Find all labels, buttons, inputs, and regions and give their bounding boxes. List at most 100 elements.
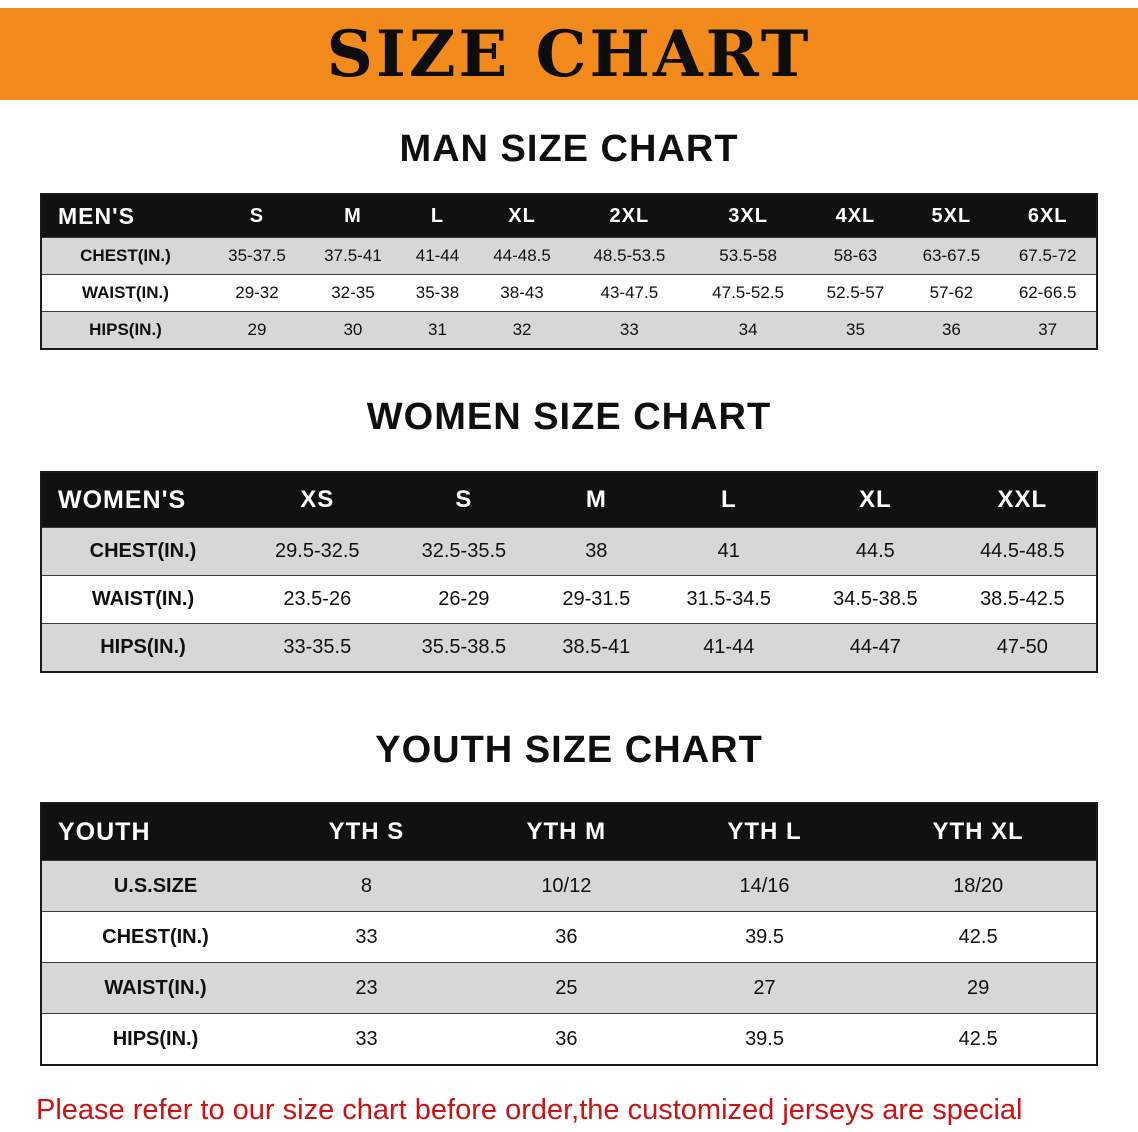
size-cell: 18/20 <box>860 860 1097 912</box>
size-cell: 23 <box>269 962 464 1014</box>
banner: SIZE CHART <box>0 8 1138 100</box>
size-cell: 53.5-58 <box>688 237 808 275</box>
size-cell: 32-35 <box>304 274 401 312</box>
table-corner-label: WOMEN'S <box>41 472 244 528</box>
footer-line-1: Please refer to our size chart before or… <box>36 1094 1023 1126</box>
size-cell: 35-38 <box>400 274 475 312</box>
women-size-table: WOMEN'S XS S M L XL XXL CHEST(IN.) 29.5-32.5 32.5… <box>40 471 1098 673</box>
size-cell: 44-48.5 <box>474 237 570 275</box>
size-cell: 30 <box>304 311 401 349</box>
row-label: WAIST(IN.) <box>41 575 244 624</box>
row-label: CHEST(IN.) <box>41 237 209 275</box>
column-header: 6XL <box>999 194 1097 238</box>
size-cell: 44.5 <box>802 527 949 576</box>
table-row: CHEST(IN.) 29.5-32.5 32.5-35.5 38 41 44.5 44.5… <box>41 527 1097 576</box>
size-cell: 67.5-72 <box>999 237 1097 275</box>
table-row: CHEST(IN.) 33 36 39.5 42.5 <box>41 911 1097 963</box>
size-cell: 25 <box>463 962 669 1014</box>
size-cell: 38-43 <box>474 274 570 312</box>
size-cell: 32 <box>474 311 570 349</box>
size-cell: 42.5 <box>860 1013 1097 1065</box>
women-section: WOMEN SIZE CHART WOMEN'S XS S M L XL XXL CHEST(… <box>0 396 1138 673</box>
size-cell: 8 <box>269 860 464 912</box>
column-header: 2XL <box>570 194 689 238</box>
size-cell: 36 <box>463 911 669 963</box>
size-cell: 34.5-38.5 <box>802 575 949 624</box>
size-cell: 41 <box>655 527 803 576</box>
column-header: XL <box>802 472 949 528</box>
table-header-row: MEN'S S M L XL 2XL 3XL 4XL 5XL 6XL <box>41 194 1097 238</box>
size-cell: 38.5-42.5 <box>948 575 1097 624</box>
row-label: HIPS(IN.) <box>41 1013 269 1065</box>
size-cell: 44-47 <box>802 623 949 672</box>
table-row: HIPS(IN.) 29 30 31 32 33 34 35 36 37 <box>41 311 1097 349</box>
size-cell: 36 <box>463 1013 669 1065</box>
column-header: S <box>209 194 305 238</box>
size-cell: 52.5-57 <box>807 274 904 312</box>
size-cell: 27 <box>668 962 861 1014</box>
column-header: XL <box>474 194 570 238</box>
size-cell: 35 <box>807 311 904 349</box>
size-cell: 35-37.5 <box>209 237 305 275</box>
size-cell: 33-35.5 <box>244 623 391 672</box>
size-cell: 31 <box>400 311 475 349</box>
table-corner-label: YOUTH <box>41 803 269 861</box>
size-cell: 39.5 <box>668 911 861 963</box>
size-cell: 33 <box>570 311 689 349</box>
women-section-title: WOMEN SIZE CHART <box>366 396 772 438</box>
table-row: HIPS(IN.) 33-35.5 35.5-38.5 38.5-41 41-44 44-… <box>41 623 1097 672</box>
table-row: WAIST(IN.) 23 25 27 29 <box>41 962 1097 1014</box>
youth-size-table: YOUTH YTH S YTH M YTH L YTH XL U.S.SIZE 8 10/12… <box>40 802 1098 1066</box>
size-cell: 34 <box>688 311 808 349</box>
row-label: HIPS(IN.) <box>41 623 244 672</box>
row-label: HIPS(IN.) <box>41 311 209 349</box>
page-title: SIZE CHART <box>326 16 812 92</box>
column-header: YTH S <box>269 803 464 861</box>
column-header: S <box>390 472 538 528</box>
men-size-table: MEN'S S M L XL 2XL 3XL 4XL 5XL 6XL CHEST(IN.) 35-37… <box>40 193 1098 350</box>
column-header: L <box>400 194 475 238</box>
row-label: WAIST(IN.) <box>41 274 209 312</box>
size-cell: 38 <box>537 527 656 576</box>
row-label: WAIST(IN.) <box>41 962 269 1014</box>
table-header-row: YOUTH YTH S YTH M YTH L YTH XL <box>41 803 1097 861</box>
row-label: CHEST(IN.) <box>41 911 269 963</box>
size-cell: 37 <box>999 311 1097 349</box>
table-row: WAIST(IN.) 29-32 32-35 35-38 38-43 43-47.5 47.… <box>41 274 1097 312</box>
size-cell: 10/12 <box>463 860 669 912</box>
column-header: L <box>655 472 803 528</box>
size-cell: 29 <box>209 311 305 349</box>
size-cell: 41-44 <box>400 237 475 275</box>
size-cell: 42.5 <box>860 911 1097 963</box>
size-cell: 14/16 <box>668 860 861 912</box>
youth-section-title: YOUTH SIZE CHART <box>375 729 763 771</box>
table-row: WAIST(IN.) 23.5-26 26-29 29-31.5 31.5-34.5 34… <box>41 575 1097 624</box>
size-cell: 57-62 <box>903 274 1000 312</box>
column-header: YTH L <box>668 803 861 861</box>
size-cell: 58-63 <box>807 237 904 275</box>
column-header: XS <box>244 472 391 528</box>
column-header: YTH M <box>463 803 669 861</box>
size-cell: 29 <box>860 962 1097 1014</box>
size-cell: 35.5-38.5 <box>390 623 538 672</box>
size-cell: 44.5-48.5 <box>948 527 1097 576</box>
size-cell: 63-67.5 <box>903 237 1000 275</box>
table-row: CHEST(IN.) 35-37.5 37.5-41 41-44 44-48.5 48.5… <box>41 237 1097 275</box>
column-header: 4XL <box>807 194 904 238</box>
size-cell: 39.5 <box>668 1013 861 1065</box>
youth-section: YOUTH SIZE CHART YOUTH YTH S YTH M YTH L YTH… <box>0 729 1138 1066</box>
size-cell: 41-44 <box>655 623 803 672</box>
row-label: U.S.SIZE <box>41 860 269 912</box>
column-header: XXL <box>948 472 1097 528</box>
size-cell: 29-31.5 <box>537 575 656 624</box>
size-cell: 29-32 <box>209 274 305 312</box>
size-cell: 38.5-41 <box>537 623 656 672</box>
size-cell: 32.5-35.5 <box>390 527 538 576</box>
table-corner-label: MEN'S <box>41 194 209 238</box>
size-cell: 36 <box>903 311 1000 349</box>
men-section: MAN SIZE CHART MEN'S S M L XL 2XL 3XL 4XL 5XL 6XL… <box>0 128 1138 350</box>
column-header: M <box>537 472 656 528</box>
table-row: HIPS(IN.) 33 36 39.5 42.5 <box>41 1013 1097 1065</box>
table-header-row: WOMEN'S XS S M L XL XXL <box>41 472 1097 528</box>
